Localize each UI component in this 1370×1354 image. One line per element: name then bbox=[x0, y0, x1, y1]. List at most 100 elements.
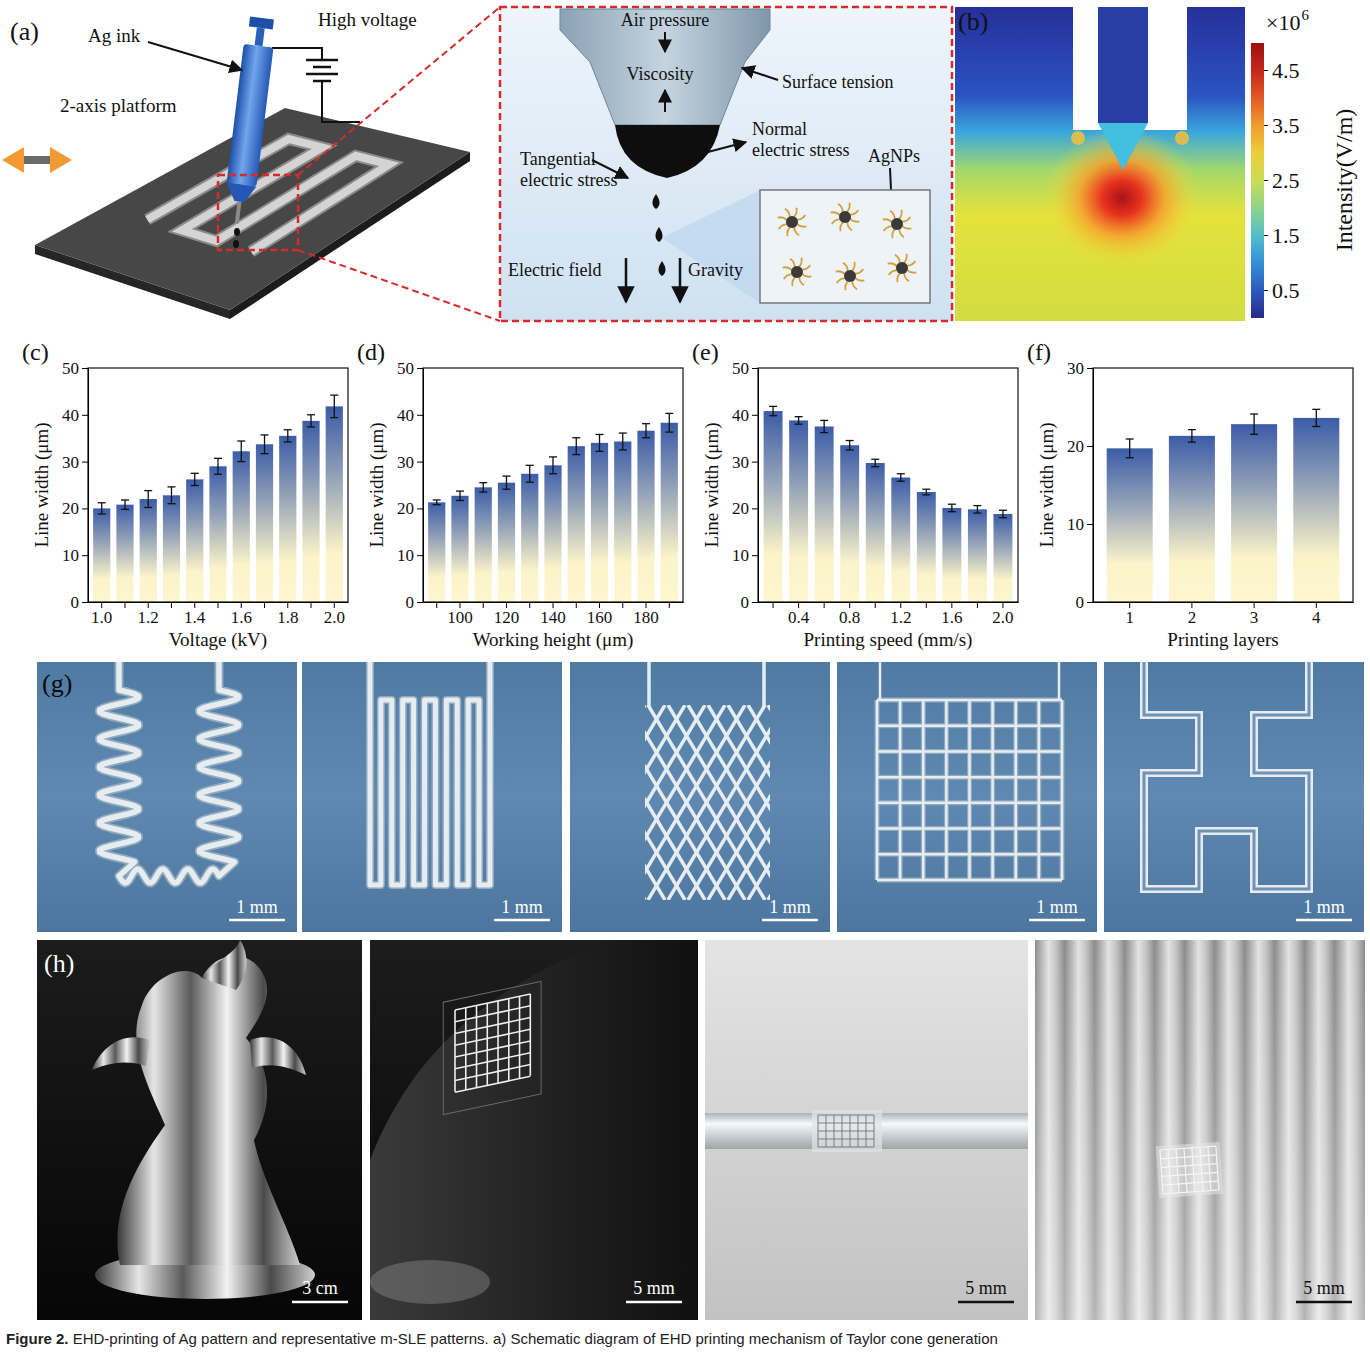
error-bar-cap bbox=[1250, 413, 1258, 414]
mesh-line bbox=[1176, 1149, 1179, 1193]
photo-background bbox=[570, 662, 830, 932]
error-bar-stem bbox=[124, 500, 125, 509]
x-tick bbox=[622, 602, 623, 608]
ligand bbox=[783, 267, 793, 270]
error-bar-stem bbox=[622, 433, 623, 450]
grid-line bbox=[877, 853, 1062, 856]
caption-text: EHD-printing of Ag pattern and represent… bbox=[69, 1330, 998, 1347]
panel-letter: (b) bbox=[958, 7, 988, 36]
photo: 5 mm bbox=[1035, 940, 1365, 1320]
x-tick-label: 1.8 bbox=[277, 608, 298, 627]
mesh-line bbox=[1160, 1150, 1163, 1194]
photo: 3 cm bbox=[37, 940, 362, 1320]
x-tick-label: 4 bbox=[1312, 608, 1321, 627]
force-arrow bbox=[664, 90, 666, 112]
y-tick: 50 bbox=[397, 359, 423, 378]
y-tick: 0 bbox=[71, 593, 89, 612]
error-bar bbox=[433, 500, 441, 505]
photo: 5 mm bbox=[370, 940, 698, 1320]
x-tick: 2.0 bbox=[992, 602, 1013, 627]
x-tick-mark bbox=[124, 602, 125, 608]
y-tick: 20 bbox=[1067, 437, 1093, 456]
error-bar-stem bbox=[529, 465, 530, 482]
error-bar-stem bbox=[148, 491, 149, 508]
plot-area bbox=[1107, 409, 1340, 602]
x-tick-label: 2.0 bbox=[324, 608, 345, 627]
error-bar bbox=[479, 483, 487, 492]
error-bar-cap bbox=[1312, 426, 1320, 427]
ligand bbox=[787, 227, 790, 237]
ligand bbox=[883, 219, 893, 222]
x-tick bbox=[264, 602, 265, 608]
y-tick: 40 bbox=[397, 406, 423, 425]
grid-line bbox=[991, 700, 994, 880]
y-tick: 10 bbox=[732, 546, 758, 565]
y-tick-label: 20 bbox=[1067, 437, 1084, 456]
zoom-region bbox=[218, 175, 298, 250]
grid-line bbox=[899, 700, 902, 880]
error-bar bbox=[526, 465, 534, 482]
grid-line bbox=[922, 700, 925, 880]
colorbar-tick-label: 2.5 bbox=[1272, 168, 1300, 193]
y-tick-label: 20 bbox=[62, 499, 79, 518]
ligand bbox=[797, 223, 807, 226]
error-bar-stem bbox=[875, 459, 876, 466]
bar bbox=[544, 465, 561, 602]
error-bar bbox=[1312, 409, 1320, 426]
error-bar-cap bbox=[973, 505, 981, 506]
error-bar-cap bbox=[237, 461, 245, 462]
caption-label: Figure 2. bbox=[6, 1330, 69, 1347]
ligand bbox=[796, 215, 805, 220]
scale-bar bbox=[1029, 919, 1085, 922]
error-bar-cap bbox=[433, 499, 441, 500]
panel-letter: (c) bbox=[22, 339, 49, 365]
force-arrow bbox=[708, 142, 746, 152]
error-bar-cap bbox=[261, 453, 269, 454]
ligand bbox=[794, 226, 799, 235]
x-tick-label: 1.2 bbox=[890, 608, 911, 627]
ligand bbox=[888, 263, 898, 266]
x-tick bbox=[773, 602, 774, 608]
syringe-needle bbox=[235, 201, 242, 223]
x-tick bbox=[218, 602, 219, 608]
colorbar-multiplier: ×10 bbox=[1266, 10, 1300, 35]
error-bar-cap bbox=[619, 432, 627, 433]
bar bbox=[140, 499, 157, 602]
y-tick-label: 50 bbox=[62, 359, 79, 378]
y-tick-label: 20 bbox=[732, 499, 749, 518]
x-axis: 1.01.21.41.61.82.0 bbox=[89, 602, 349, 627]
ligand bbox=[846, 203, 849, 213]
syringe-rod bbox=[255, 27, 265, 46]
printed-mesh bbox=[812, 1110, 882, 1152]
error-bar-cap bbox=[1312, 409, 1320, 410]
scale-bar bbox=[229, 919, 285, 922]
bar bbox=[866, 463, 885, 602]
plot-frame bbox=[1093, 368, 1353, 602]
label: Gravity bbox=[688, 260, 743, 280]
y-tick: 30 bbox=[62, 453, 88, 472]
pattern-photo: 1 mm bbox=[528, 662, 885, 932]
error-bar bbox=[999, 510, 1007, 517]
particle-core bbox=[896, 262, 908, 274]
figure: (a)Ag inkHigh voltage2-axis platformAir … bbox=[0, 0, 1370, 1354]
x-tick-mark bbox=[824, 602, 825, 608]
scale-bar-label: 1 mm bbox=[236, 897, 278, 917]
y-tick: 0 bbox=[741, 593, 759, 612]
mesh-line bbox=[748, 705, 770, 900]
error-bar-stem bbox=[436, 500, 437, 505]
error-bar-cap bbox=[642, 437, 650, 438]
scale-bar-label: 5 mm bbox=[633, 1278, 675, 1298]
scale-bar bbox=[626, 1301, 682, 1304]
label: Surface tension bbox=[782, 72, 893, 92]
bar bbox=[917, 492, 936, 602]
x-tick bbox=[875, 602, 876, 608]
motion-connector bbox=[24, 156, 50, 164]
error-bar bbox=[237, 441, 245, 462]
bar bbox=[498, 483, 515, 602]
bar bbox=[942, 508, 961, 602]
y-tick-label: 30 bbox=[732, 453, 749, 472]
y-tick: 20 bbox=[62, 499, 88, 518]
y-tick-label: 0 bbox=[1076, 593, 1085, 612]
mesh-line bbox=[688, 705, 770, 900]
chart-panel: 01020301234Printing layersLine width (μm… bbox=[1027, 339, 1354, 650]
